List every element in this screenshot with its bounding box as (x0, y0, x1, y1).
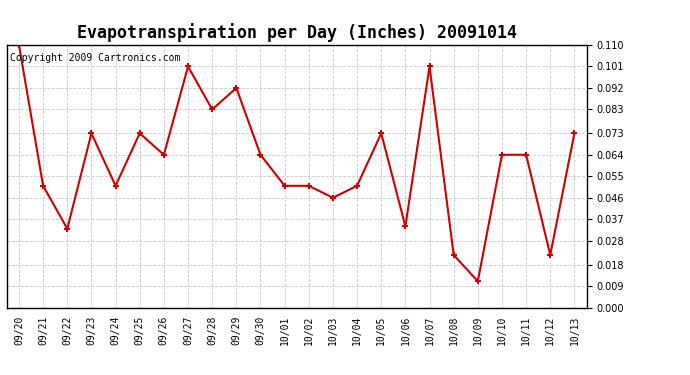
Text: Copyright 2009 Cartronics.com: Copyright 2009 Cartronics.com (10, 53, 180, 63)
Title: Evapotranspiration per Day (Inches) 20091014: Evapotranspiration per Day (Inches) 2009… (77, 23, 517, 42)
